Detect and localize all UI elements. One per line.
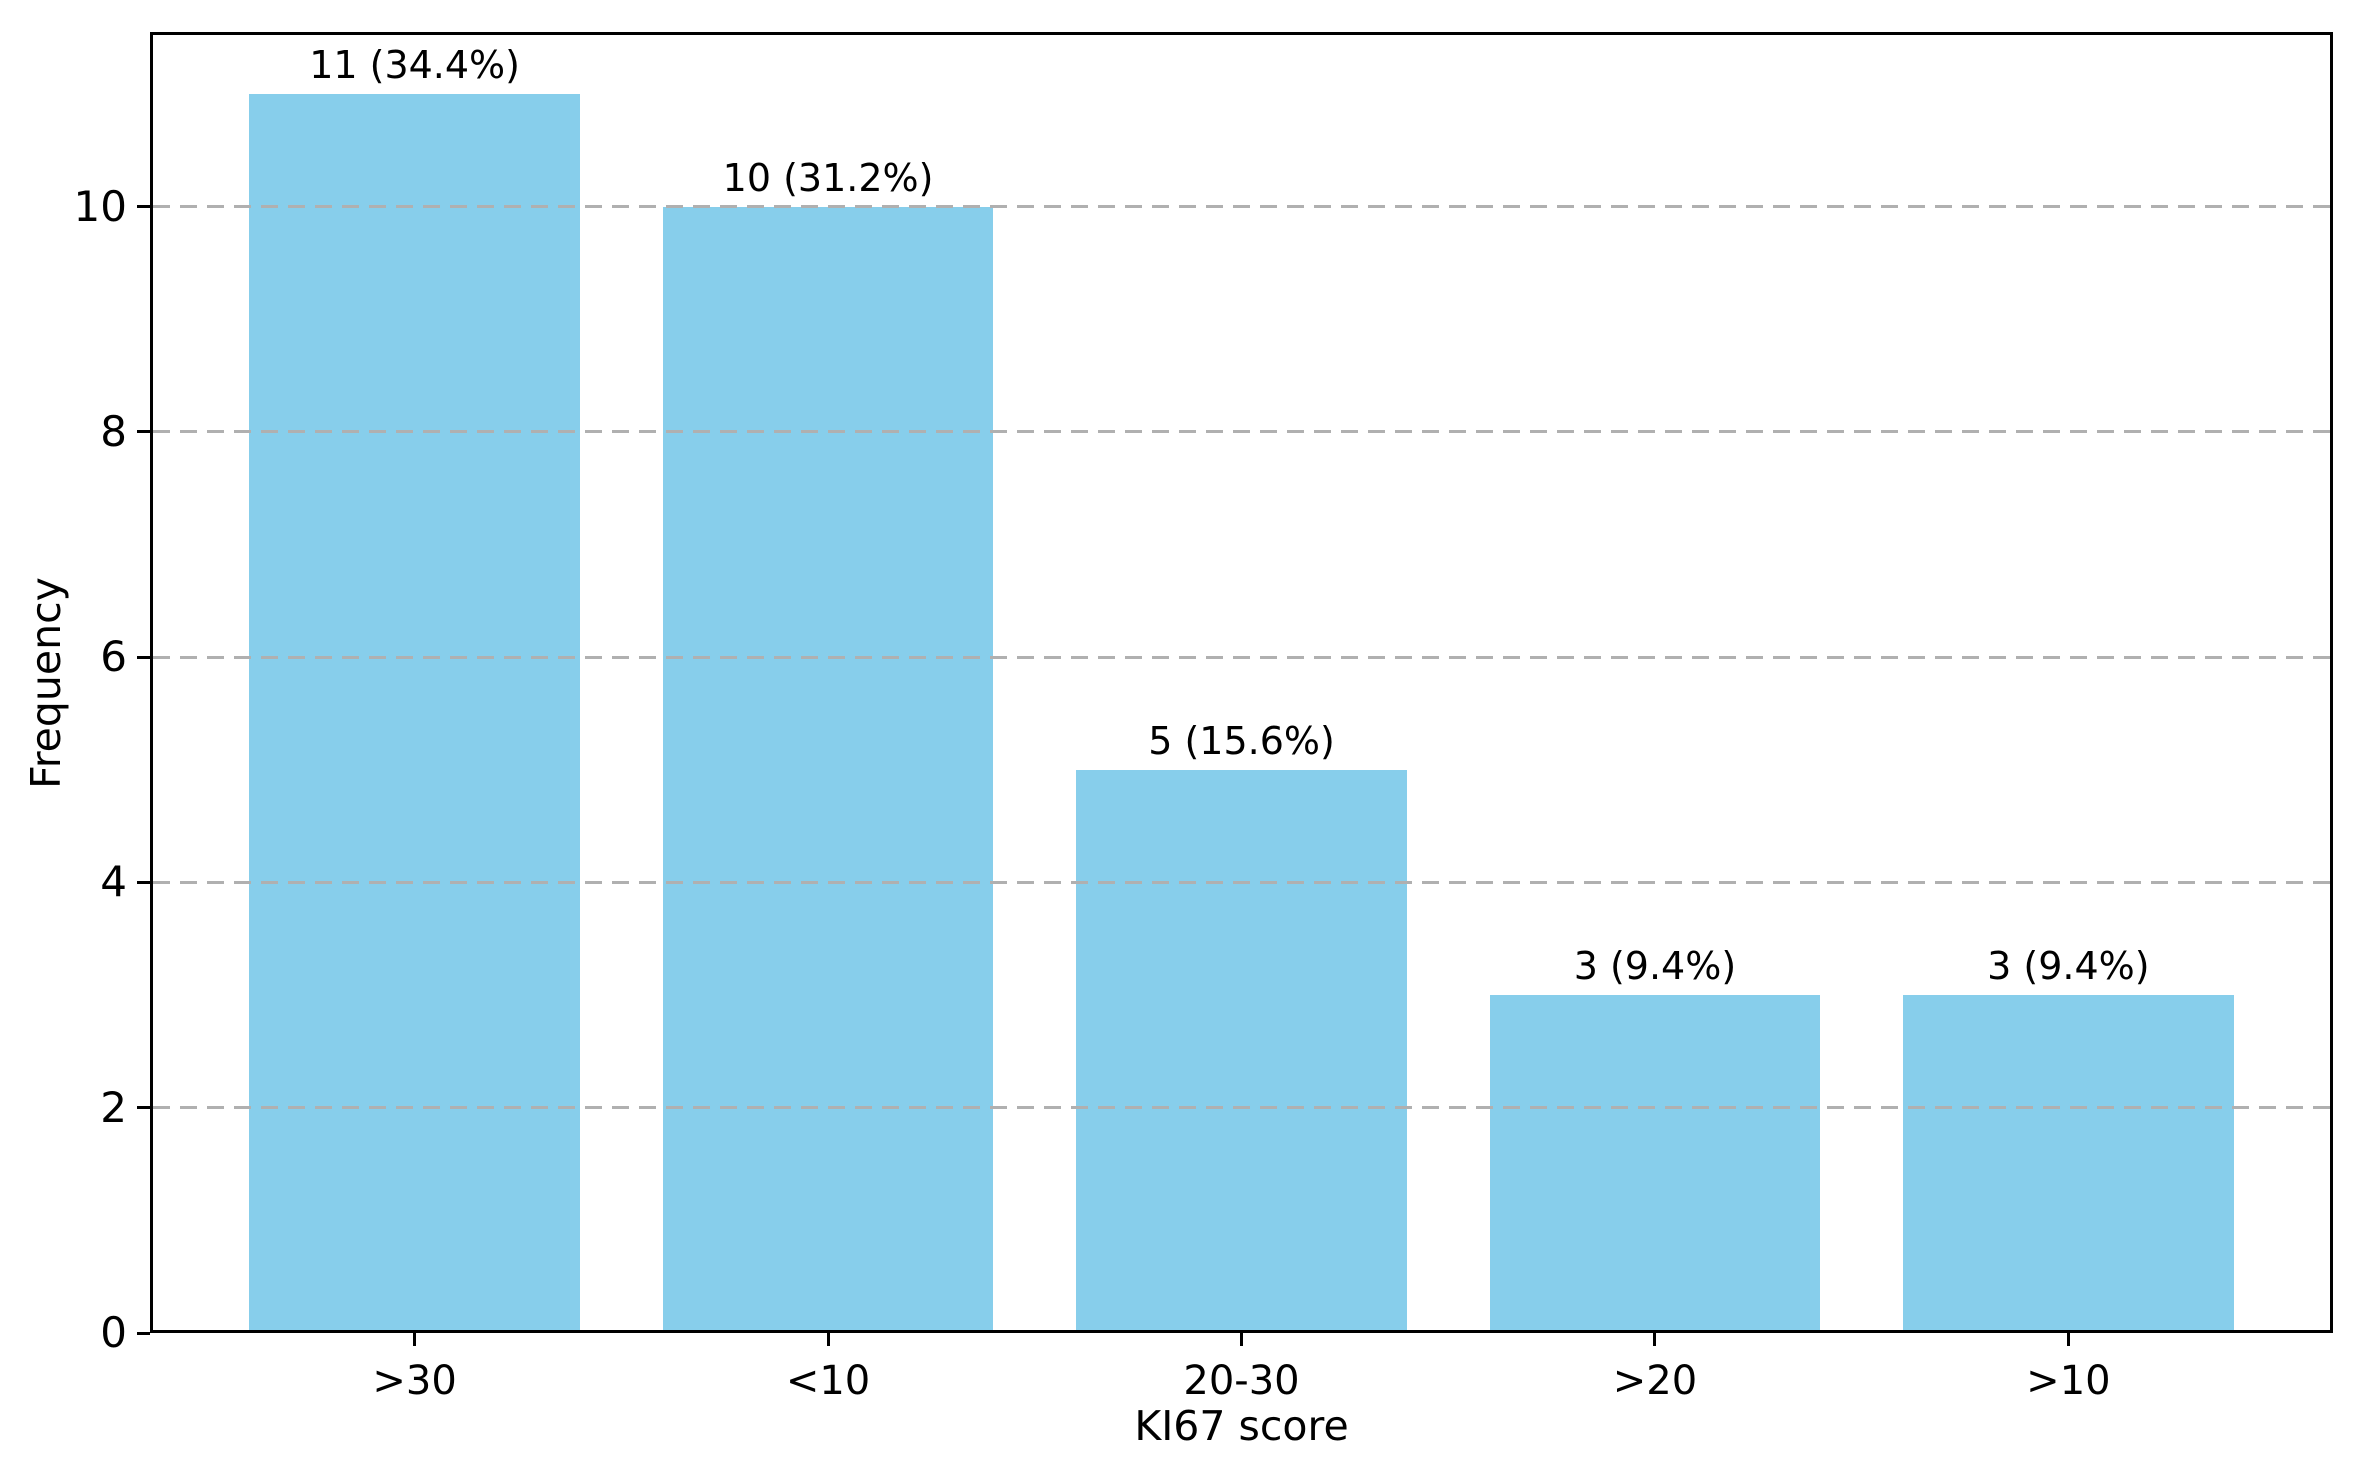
y-tick-label: 10 xyxy=(73,181,127,231)
bar->20 xyxy=(1489,995,1821,1333)
y-tick-label: 2 xyxy=(100,1082,127,1132)
y-tick-label: 8 xyxy=(100,406,127,456)
x-tick-mark xyxy=(1653,1333,1657,1346)
bar-value-label: 5 (15.6%) xyxy=(1148,718,1335,763)
y-tick-mark xyxy=(137,205,150,209)
gridline xyxy=(153,205,2330,209)
y-tick-label: 4 xyxy=(100,857,127,907)
bar-value-label: 3 (9.4%) xyxy=(1573,944,1737,989)
x-tick-mark xyxy=(2066,1333,2070,1346)
y-tick-label: 0 xyxy=(100,1308,127,1357)
x-tick-label: 20-30 xyxy=(1183,1358,1300,1404)
x-tick-mark xyxy=(413,1333,417,1346)
gridline xyxy=(153,430,2330,434)
y-tick-label: 6 xyxy=(100,632,127,682)
y-tick-mark xyxy=(137,430,150,434)
x-tick-label: >10 xyxy=(2026,1358,2111,1404)
x-tick-mark xyxy=(826,1333,830,1346)
x-tick-label: >20 xyxy=(1612,1358,1698,1404)
x-tick-label: <10 xyxy=(785,1358,871,1404)
y-tick-mark xyxy=(137,655,150,659)
gridline xyxy=(153,655,2330,659)
bar->30 xyxy=(249,93,580,1333)
gridline xyxy=(153,1106,2330,1110)
gridline xyxy=(153,880,2330,884)
x-tick-mark xyxy=(1240,1333,1243,1346)
bar->10 xyxy=(1903,995,2234,1333)
x-tick-label: >30 xyxy=(372,1358,457,1404)
bar-value-label: 10 (31.2%) xyxy=(722,155,934,200)
y-tick-mark xyxy=(137,1331,150,1335)
bar-value-label: 3 (9.4%) xyxy=(1987,944,2150,989)
bar-value-label: 11 (34.4%) xyxy=(309,42,520,87)
x-axis-title: KI67 score xyxy=(1134,1402,1349,1450)
bar-20-30 xyxy=(1076,769,1407,1333)
y-tick-mark xyxy=(137,880,150,884)
y-axis-title: Frequency xyxy=(22,576,70,789)
y-tick-mark xyxy=(137,1106,150,1110)
bar-<10 xyxy=(662,206,994,1333)
